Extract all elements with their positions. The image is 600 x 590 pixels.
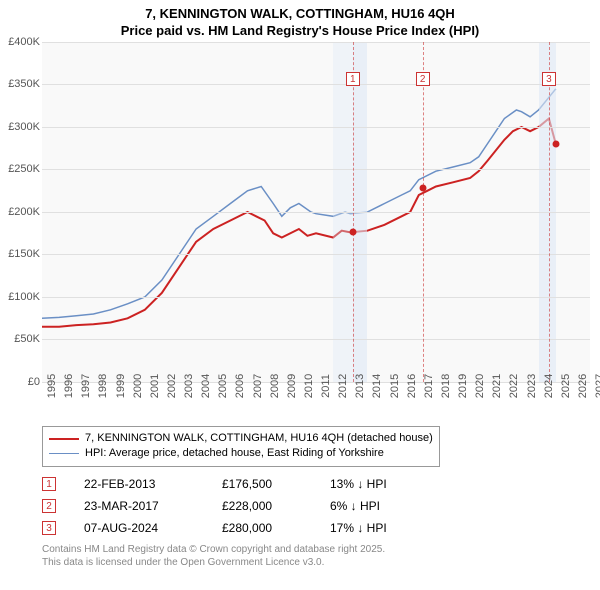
x-tick-label: 2003 (183, 374, 195, 398)
sale-dot (552, 140, 559, 147)
gridline (42, 254, 590, 255)
x-tick-label: 2004 (200, 374, 212, 398)
chart-title-line1: 7, KENNINGTON WALK, COTTINGHAM, HU16 4QH (0, 0, 600, 23)
x-tick-label: 1999 (115, 374, 127, 398)
legend-label: 7, KENNINGTON WALK, COTTINGHAM, HU16 4QH… (85, 431, 433, 446)
gridline (42, 297, 590, 298)
event-vline (353, 42, 354, 382)
x-tick-label: 2007 (252, 374, 264, 398)
event-marker: 3 (42, 521, 56, 535)
x-tick-label: 2008 (269, 374, 281, 398)
gridline (42, 169, 590, 170)
event-price: £176,500 (222, 477, 302, 491)
y-tick-label: £350K (0, 78, 40, 90)
y-tick-label: £400K (0, 36, 40, 48)
chart-title-line2: Price paid vs. HM Land Registry's House … (0, 23, 600, 38)
x-tick-label: 2015 (389, 374, 401, 398)
x-tick-label: 2011 (320, 374, 332, 398)
event-date: 23-MAR-2017 (84, 499, 194, 513)
legend-box: 7, KENNINGTON WALK, COTTINGHAM, HU16 4QH… (42, 426, 440, 467)
legend-item: 7, KENNINGTON WALK, COTTINGHAM, HU16 4QH… (49, 431, 433, 446)
legend-item: HPI: Average price, detached house, East… (49, 446, 433, 461)
event-date: 07-AUG-2024 (84, 521, 194, 535)
legend-label: HPI: Average price, detached house, East… (85, 446, 384, 461)
y-tick-label: £50K (0, 333, 40, 345)
gridline (42, 127, 590, 128)
event-row: 2 23-MAR-2017 £228,000 6% ↓ HPI (42, 499, 590, 513)
x-tick-label: 2010 (303, 374, 315, 398)
x-tick-label: 2023 (526, 374, 538, 398)
x-tick-label: 1998 (97, 374, 109, 398)
legend-swatch (49, 453, 79, 454)
event-vline (423, 42, 424, 382)
x-tick-label: 2006 (234, 374, 246, 398)
series-price_paid (42, 118, 556, 326)
event-row: 3 07-AUG-2024 £280,000 17% ↓ HPI (42, 521, 590, 535)
event-marker: 3 (542, 72, 556, 86)
event-marker: 1 (346, 72, 360, 86)
series-hpi (42, 89, 556, 318)
x-tick-label: 1995 (46, 374, 58, 398)
gridline (42, 339, 590, 340)
event-delta: 6% ↓ HPI (330, 499, 430, 513)
legend-swatch (49, 438, 79, 440)
footer-attribution: Contains HM Land Registry data © Crown c… (42, 543, 590, 569)
x-tick-label: 2000 (132, 374, 144, 398)
x-tick-label: 1997 (80, 374, 92, 398)
x-tick-label: 2024 (543, 374, 555, 398)
footer-line2: This data is licensed under the Open Gov… (42, 556, 590, 569)
x-tick-label: 2012 (337, 374, 349, 398)
x-tick-label: 2017 (423, 374, 435, 398)
x-tick-label: 2001 (149, 374, 161, 398)
y-tick-label: £300K (0, 121, 40, 133)
y-tick-label: £200K (0, 206, 40, 218)
event-marker: 1 (42, 477, 56, 491)
event-date: 22-FEB-2013 (84, 477, 194, 491)
footer-line1: Contains HM Land Registry data © Crown c… (42, 543, 590, 556)
x-tick-label: 2022 (508, 374, 520, 398)
chart-container: 7, KENNINGTON WALK, COTTINGHAM, HU16 4QH… (0, 0, 600, 590)
x-tick-label: 2020 (474, 374, 486, 398)
x-tick-label: 2027 (594, 374, 600, 398)
y-tick-label: £100K (0, 291, 40, 303)
event-delta: 17% ↓ HPI (330, 521, 430, 535)
x-tick-label: 2014 (371, 374, 383, 398)
x-axis: 1995199619971998199920002001200220032004… (42, 382, 590, 422)
x-tick-label: 2021 (491, 374, 503, 398)
x-tick-label: 2013 (354, 374, 366, 398)
gridline (42, 42, 590, 43)
x-tick-label: 2009 (286, 374, 298, 398)
sale-dot (419, 185, 426, 192)
plot-area: £0£50K£100K£150K£200K£250K£300K£350K£400… (42, 42, 590, 382)
event-row: 1 22-FEB-2013 £176,500 13% ↓ HPI (42, 477, 590, 491)
events-table: 1 22-FEB-2013 £176,500 13% ↓ HPI 2 23-MAR-201… (42, 477, 590, 535)
event-vline (549, 42, 550, 382)
x-tick-label: 2002 (166, 374, 178, 398)
gridline (42, 212, 590, 213)
gridline (42, 84, 590, 85)
x-tick-label: 1996 (63, 374, 75, 398)
x-tick-label: 2016 (406, 374, 418, 398)
event-marker: 2 (416, 72, 430, 86)
y-tick-label: £150K (0, 248, 40, 260)
event-price: £280,000 (222, 521, 302, 535)
sale-dot (349, 228, 356, 235)
event-price: £228,000 (222, 499, 302, 513)
x-tick-label: 2026 (577, 374, 589, 398)
event-delta: 13% ↓ HPI (330, 477, 430, 491)
x-tick-label: 2025 (560, 374, 572, 398)
x-tick-label: 2005 (217, 374, 229, 398)
y-tick-label: £0 (0, 376, 40, 388)
x-tick-label: 2019 (457, 374, 469, 398)
x-tick-label: 2018 (440, 374, 452, 398)
event-marker: 2 (42, 499, 56, 513)
y-tick-label: £250K (0, 163, 40, 175)
